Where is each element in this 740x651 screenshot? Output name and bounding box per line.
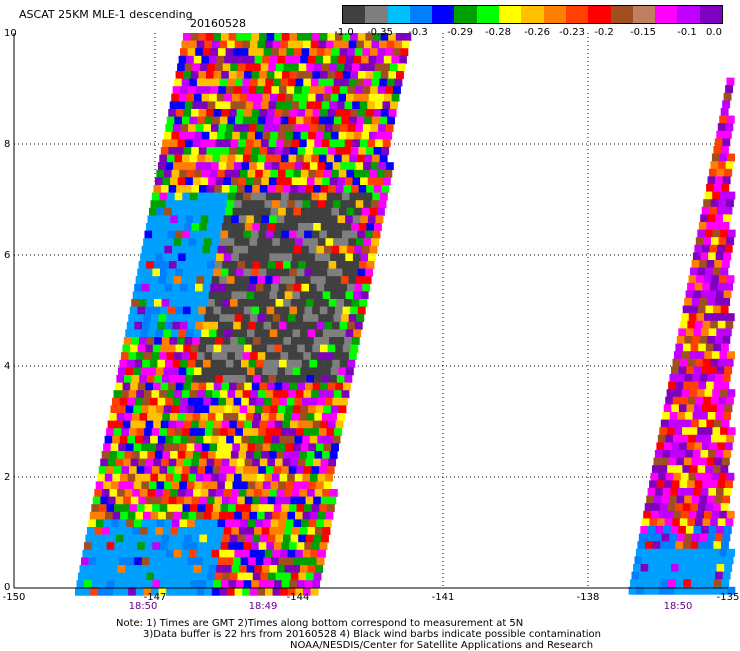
colorbar-swatch (521, 6, 544, 23)
swath-left (75, 33, 412, 596)
y-tick-label: 4 (4, 361, 11, 372)
note-line-1: Note: 1) Times are GMT 2)Times along bot… (116, 618, 524, 629)
x-tick-label: -138 (576, 592, 600, 603)
axes-frame (13, 33, 728, 589)
note-line-2: 3)Data buffer is 22 hrs from 20160528 4)… (143, 629, 601, 640)
colorbar-tick-label: -0.2 (594, 27, 614, 38)
map-title: ASCAT 25KM MLE-1 descending (19, 8, 193, 21)
colorbar-swatch (655, 6, 678, 23)
colorbar-tick-label: -0.28 (485, 27, 511, 38)
colorbar-swatch (432, 6, 455, 23)
colorbar-swatch (610, 6, 633, 23)
colorbar-swatch (677, 6, 700, 23)
colorbar-swatch (387, 6, 410, 23)
colorbar-tick-label: -0.23 (559, 27, 585, 38)
pass-time-label: 18:49 (248, 601, 278, 612)
colorbar-tick-label: -0.15 (630, 27, 656, 38)
x-tick-label: -141 (431, 592, 455, 603)
colorbar (342, 5, 723, 24)
colorbar-swatch (543, 6, 566, 23)
y-tick-label: 10 (4, 28, 17, 39)
y-tick-label: 8 (4, 139, 11, 150)
colorbar-swatch (588, 6, 611, 23)
map-date: 20160528 (190, 17, 246, 30)
y-tick-label: 2 (4, 472, 11, 483)
colorbar-tick-label: -0.3 (408, 27, 428, 38)
colorbar-swatch (565, 6, 589, 23)
colorbar-swatch (499, 6, 522, 23)
pass-time-label: 18:50 (128, 601, 158, 612)
y-tick-label: 6 (4, 250, 11, 261)
colorbar-swatch (343, 6, 366, 23)
colorbar-swatch (632, 6, 656, 23)
x-tick-label: -150 (2, 592, 26, 603)
note-line-3: NOAA/NESDIS/Center for Satellite Applica… (290, 640, 594, 651)
x-tick-label: -147 (143, 592, 167, 603)
colorbar-swatch (454, 6, 477, 23)
y-tick-label: 0 (4, 582, 11, 593)
colorbar-tick-label: 0.0 (706, 27, 722, 38)
pass-time-label: 18:50 (663, 601, 693, 612)
colorbar-swatch (699, 6, 723, 23)
swath-right (628, 77, 736, 595)
colorbar-tick-label: -1.0 (334, 27, 354, 38)
colorbar-swatch (409, 6, 433, 23)
colorbar-swatch (365, 6, 388, 23)
colorbar-tick-label: -0.35 (367, 27, 393, 38)
colorbar-tick-label: -0.1 (677, 27, 697, 38)
x-tick-label: -144 (286, 592, 310, 603)
colorbar-swatch (476, 6, 500, 23)
colorbar-tick-label: -0.29 (447, 27, 473, 38)
x-tick-label: -135 (716, 592, 740, 603)
colorbar-tick-label: -0.26 (524, 27, 550, 38)
